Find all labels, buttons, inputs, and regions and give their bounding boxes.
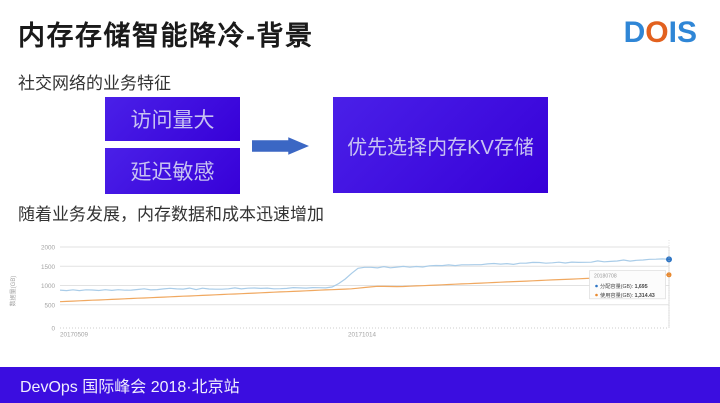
svg-text:20171014: 20171014 <box>348 332 377 339</box>
svg-text:分配容量(GB): 1,695: 分配容量(GB): 1,695 <box>600 282 648 290</box>
svg-text:20180708: 20180708 <box>594 274 617 280</box>
svg-text:2000: 2000 <box>41 245 56 252</box>
svg-text:1500: 1500 <box>41 264 56 271</box>
svg-text:数据量(GB): 数据量(GB) <box>9 276 17 307</box>
svg-text:1000: 1000 <box>41 283 56 290</box>
svg-text:使用容量(GB): 1,314.43: 使用容量(GB): 1,314.43 <box>600 291 655 299</box>
svg-text:500: 500 <box>44 302 55 309</box>
svg-text:20170509: 20170509 <box>60 332 89 339</box>
svg-text:0: 0 <box>51 326 55 333</box>
